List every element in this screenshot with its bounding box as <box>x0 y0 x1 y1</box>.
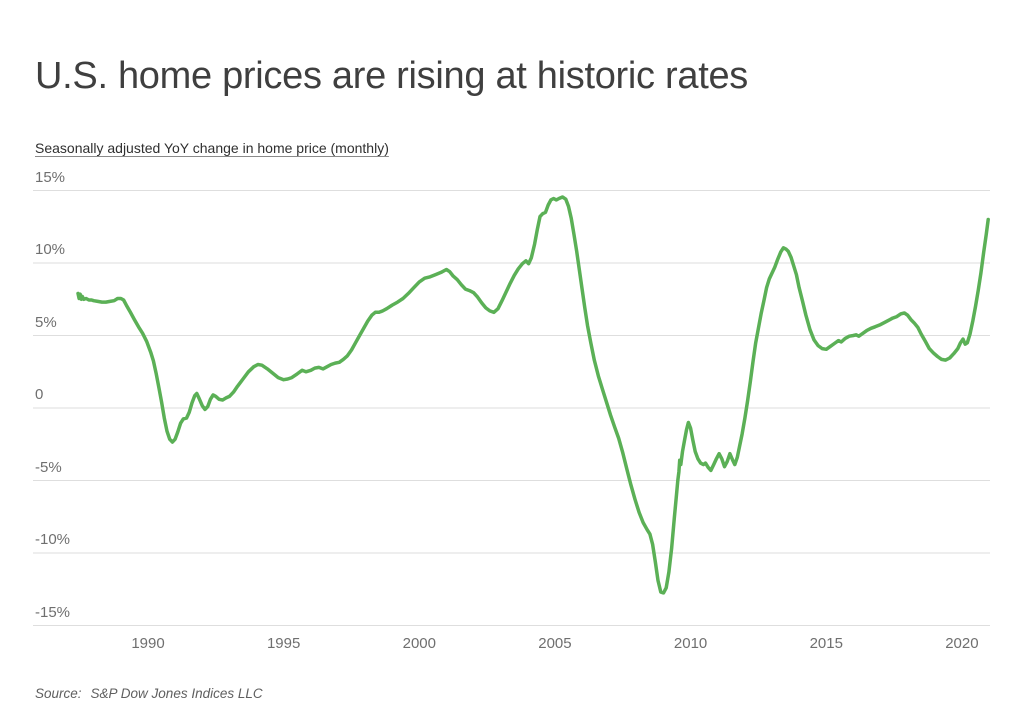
page-title: U.S. home prices are rising at historic … <box>35 55 748 98</box>
y-axis-label: -5% <box>35 458 62 476</box>
source-line: Source: S&P Dow Jones Indices LLC <box>35 686 263 701</box>
x-axis-label: 2010 <box>673 635 708 652</box>
x-axis-label: 2005 <box>538 635 572 652</box>
source-label: Source: <box>35 686 82 701</box>
y-axis-label: 5% <box>35 313 57 331</box>
x-axis-label: 1995 <box>266 635 301 652</box>
source-text: S&P Dow Jones Indices LLC <box>90 686 263 701</box>
y-axis-label: 0 <box>35 386 44 403</box>
x-axis-label: 2020 <box>945 635 979 652</box>
y-axis-label: 10% <box>35 241 66 258</box>
y-axis-label: -10% <box>35 531 71 548</box>
x-axis-label: 2015 <box>809 635 843 652</box>
y-axis-label: -15% <box>35 603 71 621</box>
x-axis-label: 1990 <box>131 635 165 652</box>
chart-subtitle: Seasonally adjusted YoY change in home p… <box>35 140 389 156</box>
x-axis-label: 2000 <box>402 635 436 652</box>
series-line <box>76 195 990 595</box>
y-axis-label: 15% <box>35 168 66 186</box>
